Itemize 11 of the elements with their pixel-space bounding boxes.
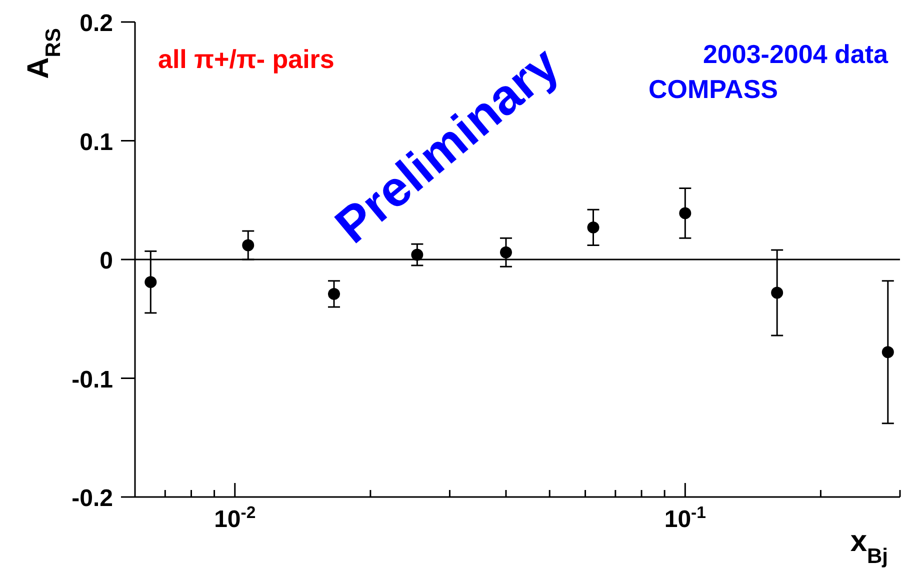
- x-tick-label: 10$^{-1}$: [664, 502, 706, 533]
- y-tick-label: -0.1: [72, 366, 113, 394]
- annotation: COMPASS: [648, 74, 778, 104]
- y-tick-label: 0.2: [80, 10, 113, 37]
- x-tick-label: 10$^{-2}$: [214, 502, 256, 533]
- y-tick-label: 0: [100, 248, 113, 274]
- annotation: all π+/π- pairs: [158, 44, 334, 74]
- x-axis-title: x$_{Bj}$: [850, 525, 888, 568]
- annotation: 2003-2004 data: [702, 39, 889, 69]
- y-tick-label: 0.1: [80, 128, 113, 156]
- y-tick-label: -0.2: [72, 485, 113, 512]
